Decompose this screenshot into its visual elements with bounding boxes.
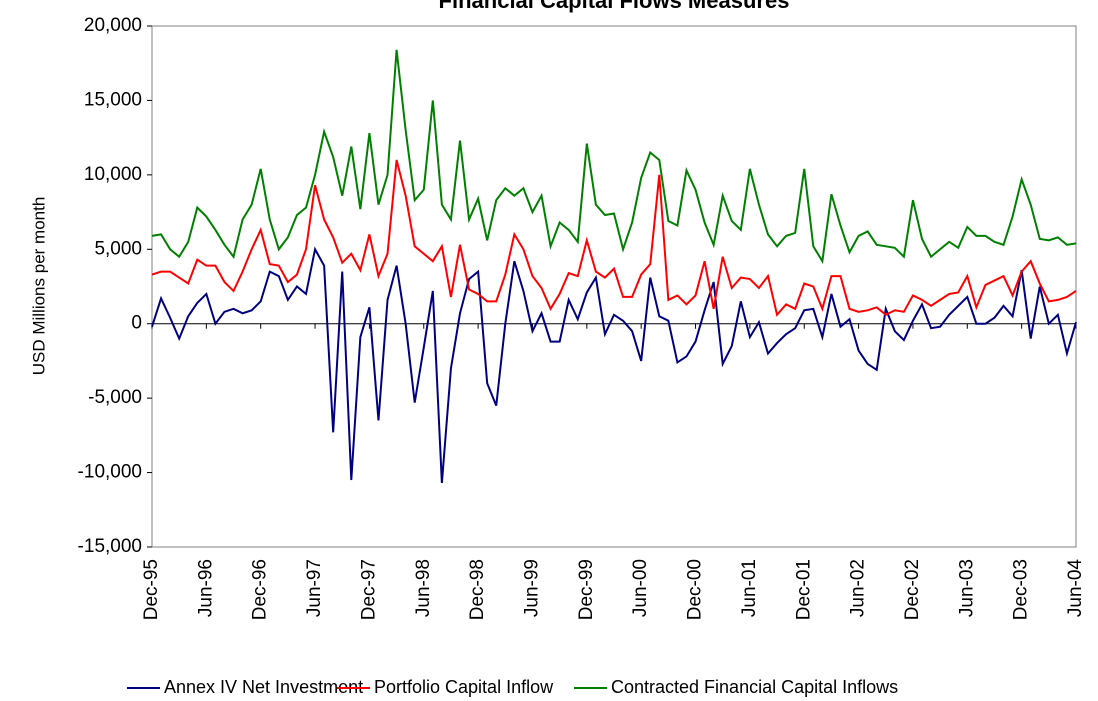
legend-label: Annex IV Net Investment [164,677,363,697]
y-tick-label: 20,000 [84,15,142,36]
x-tick-label: Dec-97 [358,559,379,620]
y-tick-label: -5,000 [88,387,142,408]
chart-title: Financial Capital Flows Measures [439,0,790,13]
x-tick-label: Dec-02 [902,559,923,620]
y-tick-label: 10,000 [84,164,142,185]
x-tick-label: Dec-99 [576,559,597,620]
x-tick-label: Jun-99 [521,559,542,617]
plot-area [151,25,1077,548]
x-tick-label: Jun-04 [1065,559,1086,618]
series-line [151,246,1077,484]
x-tick-label: Jun-96 [195,559,216,617]
x-tick-label: Jun-98 [413,559,434,617]
series-line [151,159,1077,317]
x-tick-label: Jun-01 [739,559,760,617]
x-tick-label: Dec-98 [467,559,488,620]
x-tick-label: Jun-97 [304,559,325,617]
y-tick-label: 15,000 [84,89,142,110]
y-tick-label: -10,000 [78,462,142,483]
x-tick-label: Dec-01 [793,559,814,620]
x-tick-label: Dec-96 [250,559,271,620]
series-line [151,49,1077,265]
y-tick-label: 5,000 [94,238,142,259]
x-tick-label: Dec-00 [685,559,706,620]
x-tick-label: Dec-03 [1011,559,1032,620]
x-tick-label: Jun-02 [848,559,869,617]
legend-label: Portfolio Capital Inflow [374,677,554,697]
x-tick-label: Jun-00 [630,559,651,617]
x-tick-label: Jun-03 [956,559,977,617]
y-tick-label: -15,000 [78,536,142,557]
legend-label: Contracted Financial Capital Inflows [611,677,898,697]
y-tick-label: 0 [131,313,142,334]
y-axis-label: USD Millions per month [29,197,48,376]
x-tick-label: Dec-95 [141,559,162,620]
